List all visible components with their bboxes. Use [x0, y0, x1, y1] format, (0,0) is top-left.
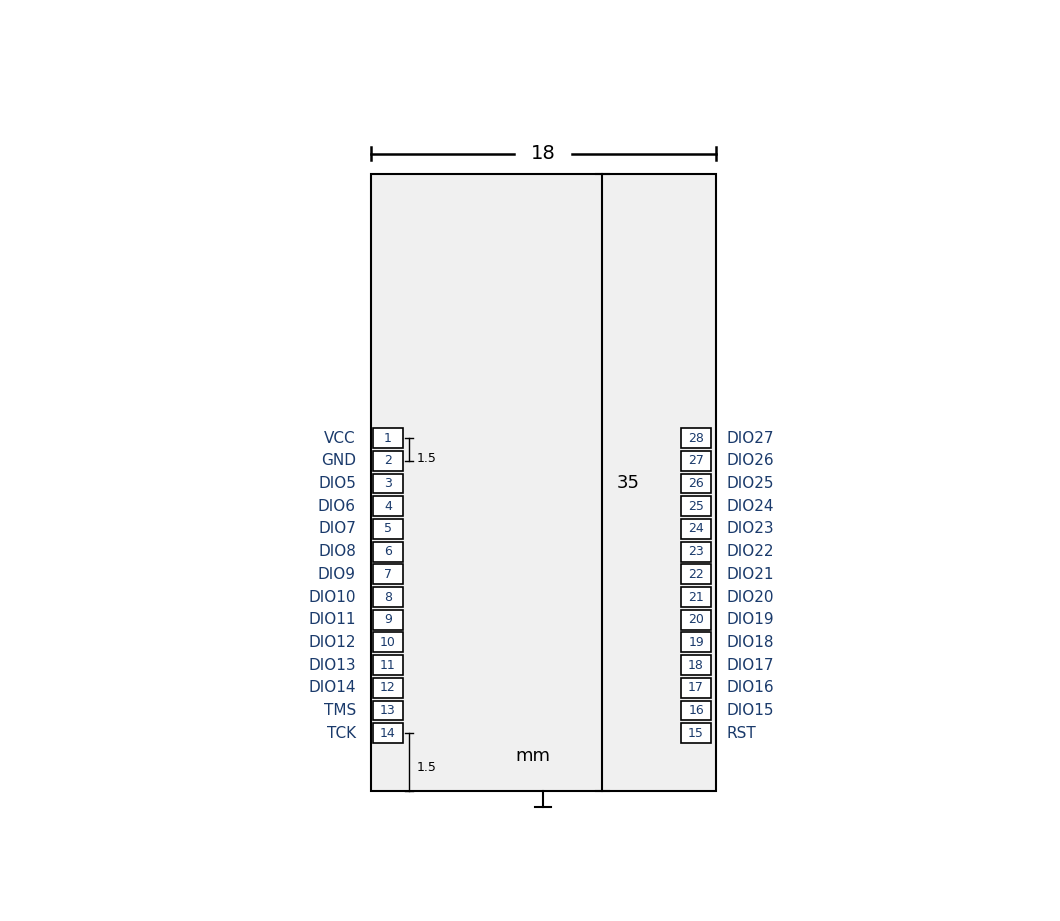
Bar [682, 678, 711, 698]
Text: DIO25: DIO25 [726, 476, 774, 491]
Bar [373, 701, 403, 720]
Text: DIO7: DIO7 [318, 521, 356, 536]
Text: DIO11: DIO11 [308, 612, 356, 627]
Text: DIO23: DIO23 [726, 521, 774, 536]
Bar [682, 428, 711, 449]
Text: DIO9: DIO9 [318, 566, 356, 582]
Text: 2: 2 [384, 454, 392, 467]
Text: DIO14: DIO14 [308, 681, 356, 695]
Text: DIO6: DIO6 [318, 499, 356, 514]
Bar [371, 174, 716, 791]
Text: RST: RST [726, 726, 756, 740]
Bar [373, 428, 403, 449]
Bar [373, 451, 403, 471]
Text: 5: 5 [384, 522, 392, 535]
Bar [373, 678, 403, 698]
Bar [373, 655, 403, 675]
Text: DIO8: DIO8 [318, 544, 356, 559]
Text: 35: 35 [617, 473, 640, 492]
Text: 24: 24 [688, 522, 704, 535]
Text: TCK: TCK [326, 726, 356, 740]
Bar [373, 519, 403, 539]
Bar [682, 610, 711, 630]
Bar [373, 610, 403, 630]
Text: DIO15: DIO15 [726, 703, 774, 718]
Text: 1: 1 [384, 432, 392, 445]
Text: DIO17: DIO17 [726, 658, 774, 672]
Text: 26: 26 [688, 477, 704, 490]
Text: 14: 14 [381, 727, 395, 740]
Text: DIO16: DIO16 [726, 681, 774, 695]
Text: TMS: TMS [323, 703, 356, 718]
Text: 17: 17 [688, 682, 704, 694]
Text: 12: 12 [381, 682, 395, 694]
Text: 13: 13 [381, 704, 395, 717]
Text: 19: 19 [688, 635, 704, 649]
Text: 4: 4 [384, 500, 392, 513]
Bar [373, 633, 403, 652]
Text: DIO13: DIO13 [308, 658, 356, 672]
Bar [682, 655, 711, 675]
Text: DIO22: DIO22 [726, 544, 774, 559]
Text: DIO24: DIO24 [726, 499, 774, 514]
Text: 8: 8 [384, 590, 392, 603]
Text: DIO19: DIO19 [726, 612, 774, 627]
Text: DIO21: DIO21 [726, 566, 774, 582]
Text: 25: 25 [688, 500, 704, 513]
Text: 21: 21 [688, 590, 704, 603]
Bar [682, 565, 711, 584]
Bar [682, 633, 711, 652]
Text: 9: 9 [384, 613, 392, 626]
Text: 23: 23 [688, 545, 704, 558]
Text: 16: 16 [688, 704, 704, 717]
Text: DIO20: DIO20 [726, 589, 774, 604]
Text: mm: mm [515, 747, 550, 764]
Bar [373, 723, 403, 743]
Text: DIO5: DIO5 [318, 476, 356, 491]
Text: DIO12: DIO12 [308, 635, 356, 650]
Bar [682, 519, 711, 539]
Text: 20: 20 [688, 613, 704, 626]
Bar [373, 496, 403, 516]
Text: 18: 18 [531, 145, 555, 163]
Text: 15: 15 [688, 727, 704, 740]
Text: DIO10: DIO10 [308, 589, 356, 604]
Text: DIO27: DIO27 [726, 431, 774, 446]
Bar [373, 587, 403, 607]
Bar [373, 473, 403, 494]
Bar [682, 701, 711, 720]
Text: GND: GND [321, 453, 356, 469]
Text: 28: 28 [688, 432, 704, 445]
Text: 1.5: 1.5 [417, 451, 437, 464]
Bar [373, 565, 403, 584]
Bar [682, 451, 711, 471]
Text: 11: 11 [381, 659, 395, 671]
Text: 7: 7 [384, 568, 392, 581]
Bar [682, 542, 711, 562]
Text: 6: 6 [384, 545, 392, 558]
Bar [682, 723, 711, 743]
Text: 22: 22 [688, 568, 704, 581]
Text: VCC: VCC [324, 431, 356, 446]
Text: 1.5: 1.5 [417, 762, 437, 775]
Text: 27: 27 [688, 454, 704, 467]
Text: 3: 3 [384, 477, 392, 490]
Bar [682, 587, 711, 607]
Bar [373, 542, 403, 562]
Bar [682, 496, 711, 516]
Text: DIO18: DIO18 [726, 635, 774, 650]
Text: 10: 10 [381, 635, 396, 649]
Text: DIO26: DIO26 [726, 453, 774, 469]
Bar [682, 473, 711, 494]
Text: 18: 18 [688, 659, 704, 671]
